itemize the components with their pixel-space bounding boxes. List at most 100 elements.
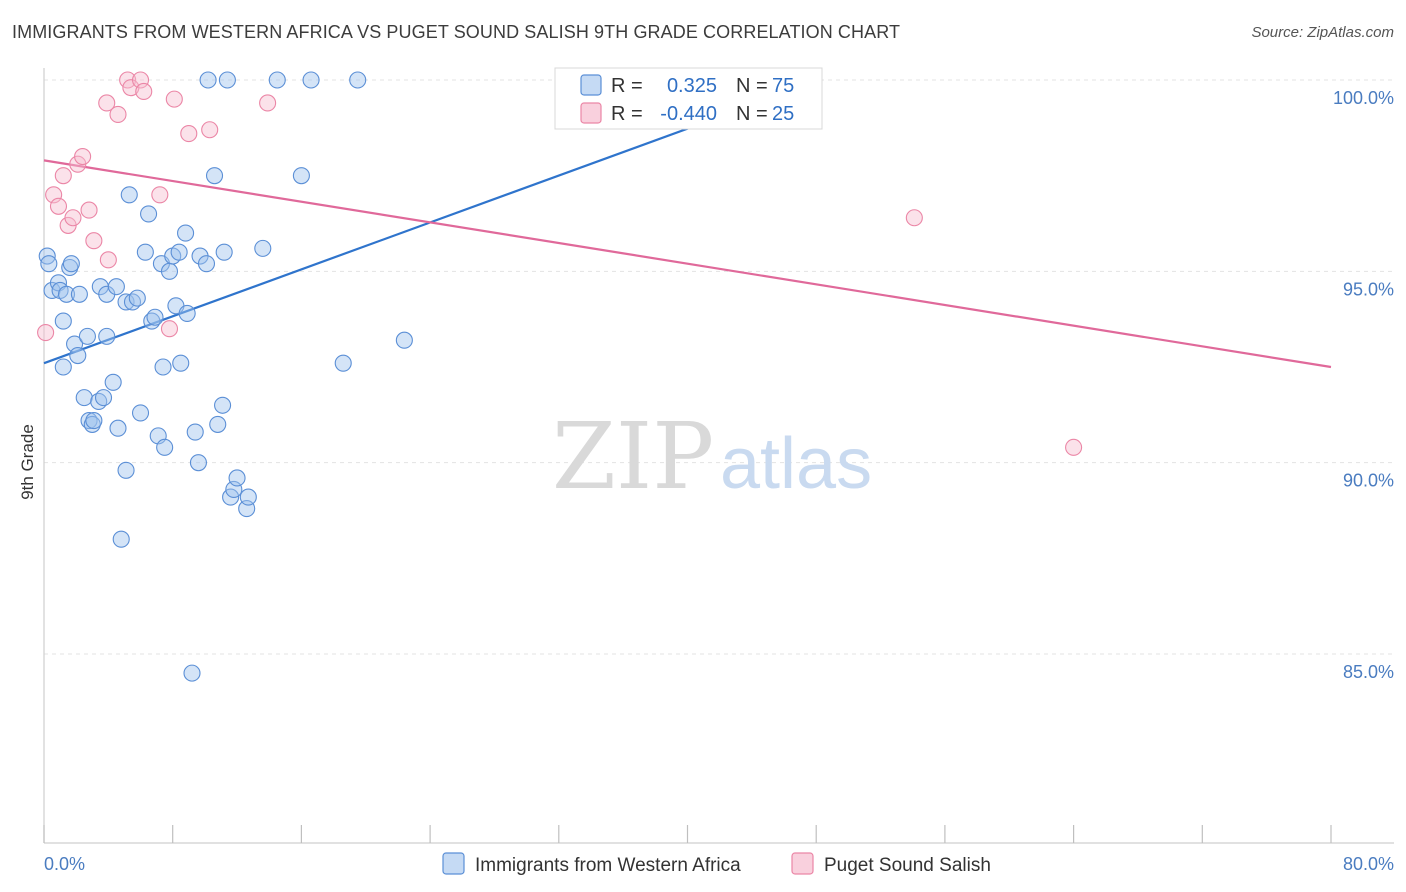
point-western-africa [160, 262, 179, 280]
point-puget-sound-salish [98, 94, 116, 112]
y-tick-labels: 100.0% 95.0% 90.0% 85.0% [1333, 88, 1394, 682]
point-puget-sound-salish [1065, 438, 1083, 456]
point-western-africa [178, 304, 196, 322]
legend-swatch-puget-sound-salish [791, 852, 814, 875]
point-puget-sound-salish [135, 82, 153, 101]
point-western-africa [117, 461, 135, 479]
legend: Immigrants from Western Africa Puget Sou… [442, 852, 991, 876]
stats-r-label-pink: R = [611, 103, 643, 125]
stats-r-value-pink: -0.440 [660, 103, 717, 125]
point-western-africa [107, 278, 125, 296]
point-western-africa [199, 71, 217, 89]
point-western-africa [136, 243, 154, 261]
point-puget-sound-salish [37, 324, 55, 342]
point-western-africa [40, 255, 58, 273]
point-western-africa [156, 438, 174, 456]
point-western-africa [349, 71, 367, 89]
point-puget-sound-salish [49, 197, 68, 215]
stats-box: R = 0.325 N = 75 R = -0.440 N = 25 [554, 67, 823, 130]
y-tick-label-85: 85.0% [1343, 662, 1394, 682]
point-western-africa [189, 454, 207, 472]
point-western-africa [109, 419, 127, 437]
point-western-africa [54, 312, 72, 330]
point-western-africa [146, 308, 164, 326]
stats-r-value-blue: 0.325 [667, 75, 717, 97]
chart-source: Source: ZipAtlas.com [1251, 24, 1394, 41]
point-western-africa [117, 293, 135, 311]
point-puget-sound-salish [201, 121, 219, 139]
stats-r-label-blue: R = [611, 75, 643, 97]
watermark: ZIP atlas [552, 403, 872, 510]
y-tick-label-95: 95.0% [1343, 279, 1394, 299]
x-tick-label-max: 80.0% [1343, 854, 1394, 874]
point-western-africa [85, 412, 103, 430]
point-puget-sound-salish [259, 94, 277, 112]
point-puget-sound-salish [165, 90, 183, 108]
point-western-africa [69, 346, 87, 365]
point-western-africa [75, 389, 93, 407]
point-puget-sound-salish [85, 232, 103, 250]
point-western-africa [302, 71, 320, 89]
point-western-africa [154, 358, 172, 376]
y-tick-label-90: 90.0% [1343, 471, 1394, 491]
point-puget-sound-salish [64, 209, 82, 227]
point-puget-sound-salish [99, 251, 117, 269]
point-western-africa [292, 167, 310, 185]
watermark-zip: ZIP [552, 403, 714, 510]
point-puget-sound-salish [180, 125, 198, 143]
point-western-africa [177, 224, 195, 242]
point-puget-sound-salish [80, 201, 98, 219]
point-puget-sound-salish [160, 320, 179, 338]
point-western-africa [334, 354, 352, 372]
grid-lines [44, 79, 1394, 655]
point-puget-sound-salish [74, 147, 92, 166]
point-western-africa [94, 389, 113, 407]
point-western-africa [78, 327, 96, 345]
point-puget-sound-salish [905, 209, 923, 227]
point-western-africa [172, 354, 190, 372]
point-western-africa [104, 373, 122, 391]
axes [43, 68, 1394, 844]
legend-label-puget-sound-salish: Puget Sound Salish [824, 855, 991, 876]
point-western-africa [214, 396, 232, 414]
x-tick-label-min: 0.0% [44, 854, 85, 874]
point-western-africa [128, 289, 146, 307]
point-western-africa [268, 71, 286, 89]
data-points [37, 71, 1083, 682]
point-western-africa [254, 239, 272, 257]
stats-n-label-pink: N = [736, 103, 768, 125]
point-western-africa [54, 358, 72, 376]
stats-swatch-blue [580, 74, 602, 96]
point-western-africa [205, 167, 224, 185]
point-western-africa [218, 71, 236, 89]
point-western-africa [170, 243, 188, 261]
point-western-africa [239, 488, 257, 506]
stats-n-value-blue: 75 [772, 75, 794, 97]
legend-swatch-western-africa [442, 852, 465, 875]
point-western-africa [183, 664, 201, 682]
point-western-africa [131, 404, 150, 422]
legend-label-western-africa: Immigrants from Western Africa [475, 855, 741, 876]
stats-n-value-pink: 25 [772, 103, 794, 125]
point-western-africa [120, 186, 138, 204]
stats-swatch-pink [580, 102, 602, 124]
point-puget-sound-salish [109, 105, 127, 123]
trend-line-puget-sound-salish [43, 159, 1332, 369]
y-axis-label: 9th Grade [18, 424, 37, 500]
point-western-africa [209, 415, 227, 433]
point-western-africa [228, 469, 246, 487]
point-puget-sound-salish [151, 186, 169, 204]
chart-title: IMMIGRANTS FROM WESTERN AFRICA VS PUGET … [12, 22, 901, 42]
point-western-africa [98, 327, 116, 345]
point-western-africa [395, 331, 413, 349]
point-western-africa [57, 285, 76, 303]
point-western-africa [197, 255, 216, 273]
point-western-africa [62, 255, 80, 273]
point-western-africa [140, 205, 158, 223]
stats-n-label-blue: N = [736, 75, 768, 97]
watermark-atlas: atlas [720, 424, 872, 504]
point-puget-sound-salish [54, 167, 72, 185]
y-tick-label-100: 100.0% [1333, 88, 1394, 108]
point-western-africa [70, 285, 88, 303]
